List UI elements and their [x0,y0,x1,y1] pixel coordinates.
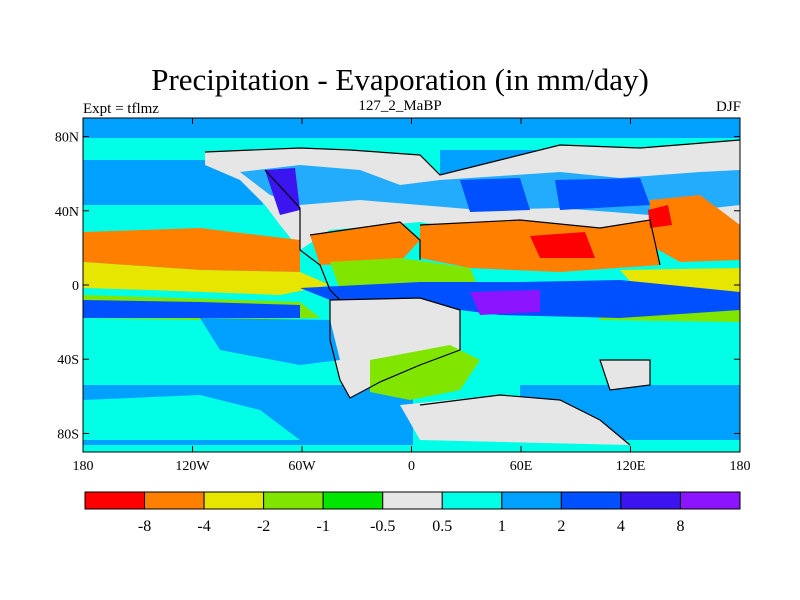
y-tick-label: 40N [55,205,79,220]
colorbar-label: 8 [676,518,684,535]
y-tick-label: 80N [55,131,79,146]
colorbar-label: -4 [197,518,210,535]
colorbar-swatch [203,491,265,510]
x-tick-label: 0 [408,459,415,474]
x-tick-label: 180 [73,459,94,474]
colorbar-label: 1 [498,518,506,535]
colorbar-label: -1 [317,518,330,535]
chart-subtitle: 127_2_MaBP [358,98,442,114]
colorbar-label: 4 [617,518,625,535]
chart-title: Precipitation - Evaporation (in mm/day) [151,62,649,97]
colorbar-label: -8 [138,518,151,535]
season-label: DJF [715,99,741,115]
colorbar-swatch [501,491,562,510]
colorbar-swatch [84,491,146,510]
coastlines [204,139,740,446]
colorbar-swatch [441,491,503,510]
colorbar-swatch [144,491,205,510]
field-layer [83,118,740,452]
x-tick-label: 60W [288,459,316,474]
colorbar-label: -2 [257,518,270,535]
y-tick-label: 40S [57,353,79,368]
x-tick-label: 120W [175,459,210,474]
x-tick-label: 120E [616,459,646,474]
colorbar-swatch [560,491,622,510]
y-tick-label: 0 [72,279,79,294]
x-tick-label: 180 [730,459,751,474]
colorbar-label: 0.5 [432,518,452,535]
colorbar-label: 2 [557,518,565,535]
colorbar-swatch [620,491,681,510]
colorbar-swatch [382,491,443,510]
colorbar-swatch [263,491,324,510]
colorbar-swatch [679,491,741,510]
y-tick-label: 80S [57,427,79,442]
experiment-label: Expt = tflmz [83,101,159,117]
colorbar-label: -0.5 [370,518,395,535]
x-tick-label: 60E [510,459,533,474]
colorbar-swatch [322,491,384,510]
